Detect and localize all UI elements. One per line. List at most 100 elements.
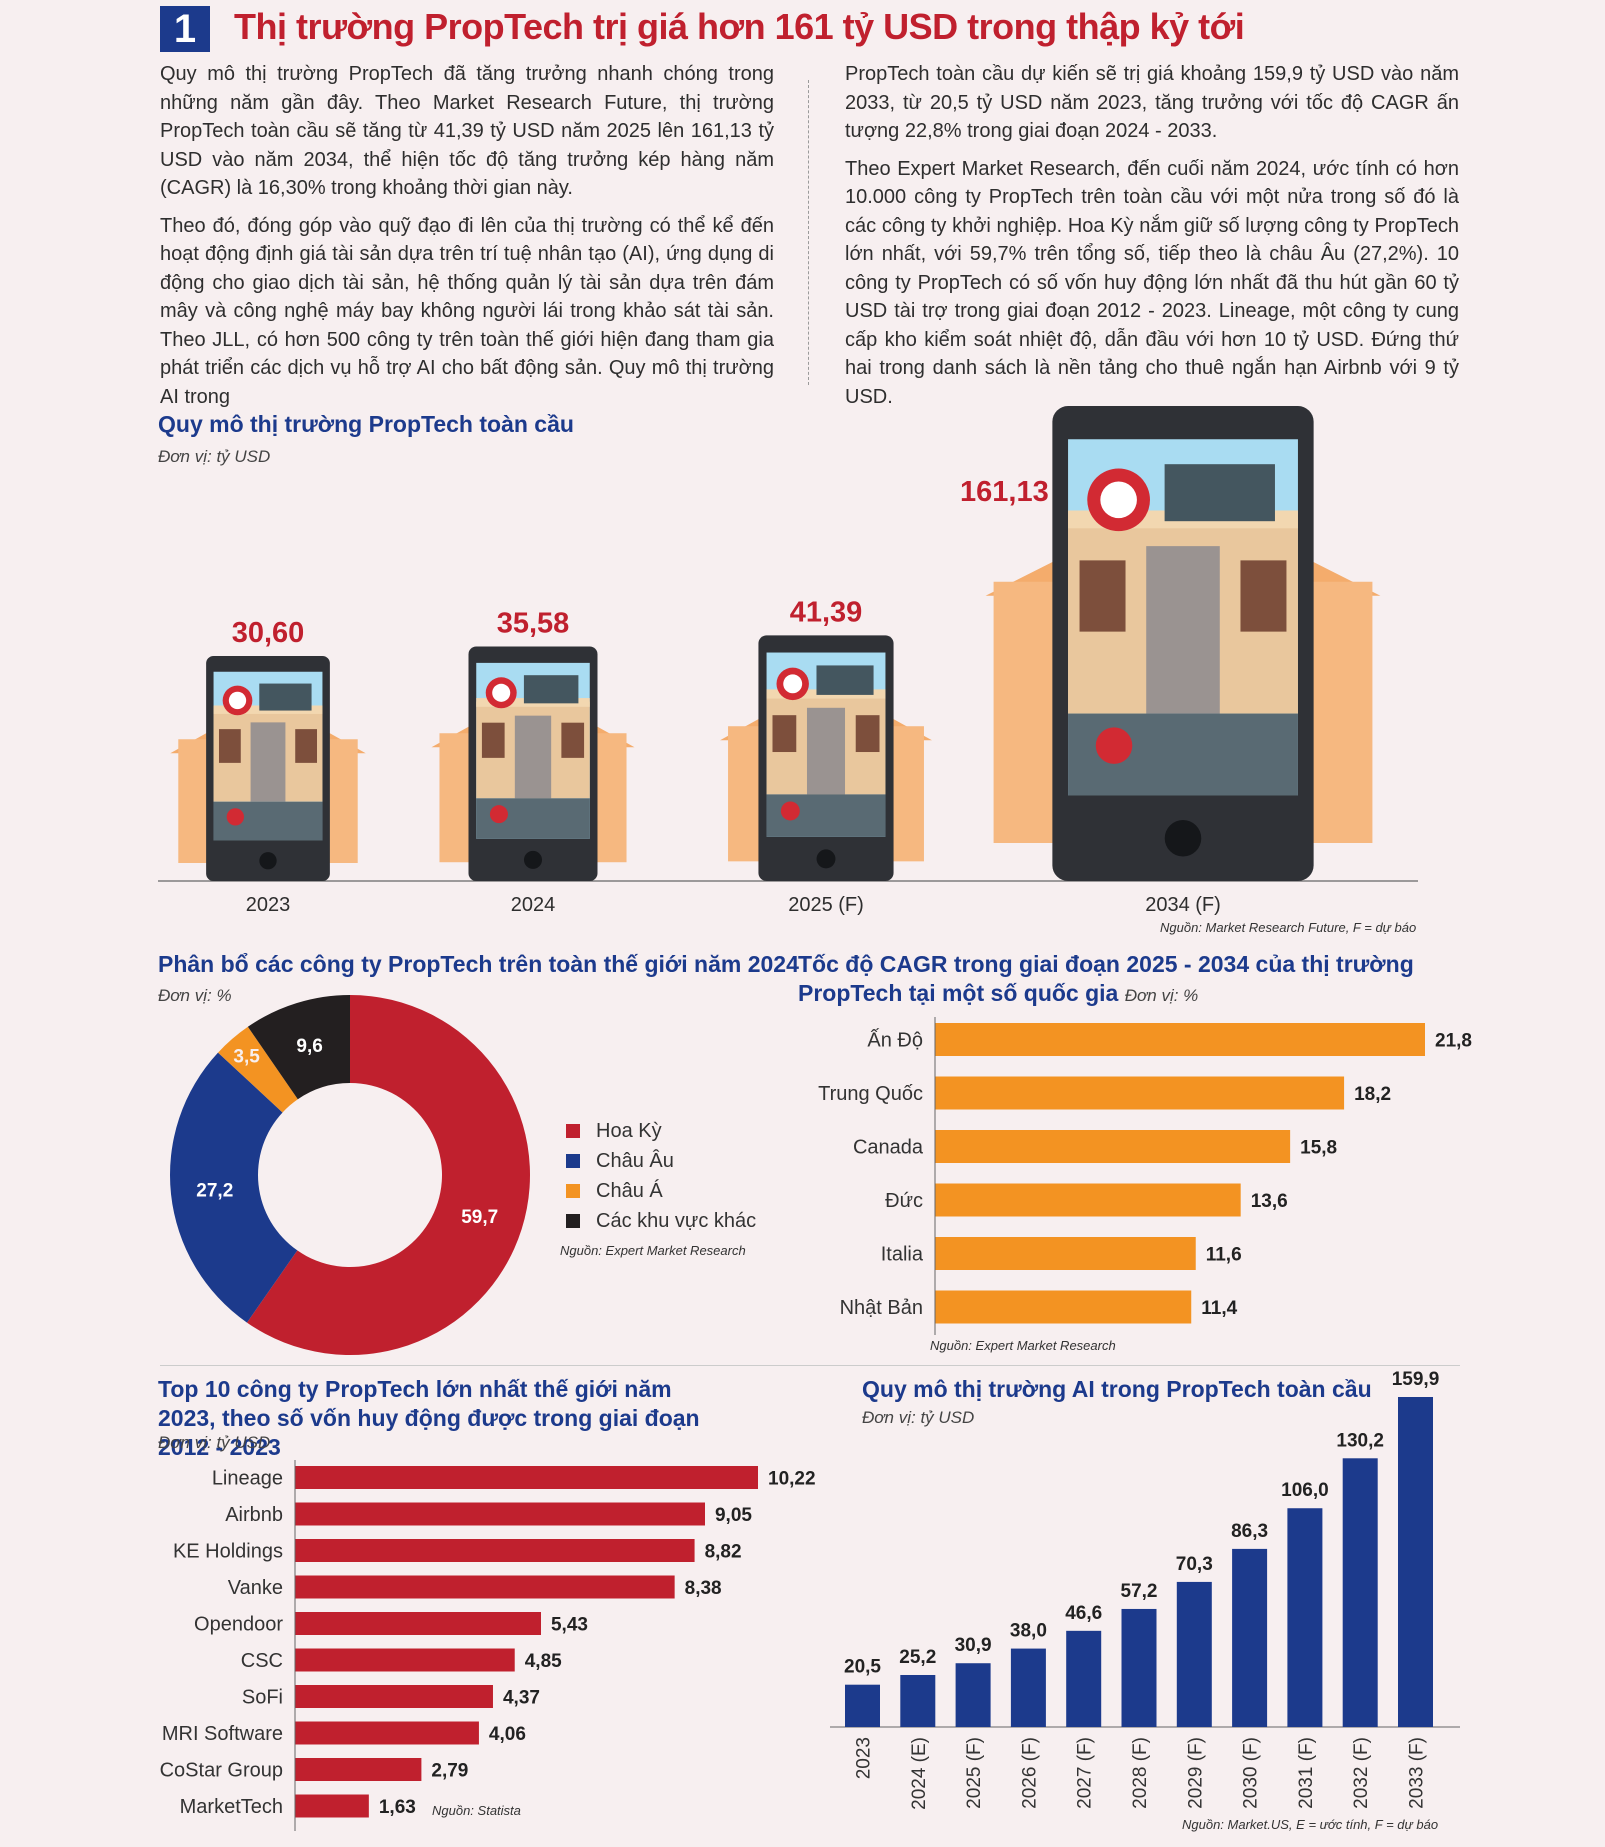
bar-value-label: 15,8 (1300, 1138, 1337, 1159)
bar (295, 1721, 479, 1745)
bar-value-label: 10,22 (768, 1469, 816, 1490)
bar-category-label: MRI Software (162, 1723, 283, 1745)
screen-door (1146, 546, 1220, 714)
message-bubble-icon (259, 683, 312, 711)
bar-category-label: Ấn Độ (867, 1029, 923, 1052)
chart-title-market-size: Quy mô thị trường PropTech toàn cầu (158, 411, 574, 437)
legend-swatch (566, 1124, 580, 1138)
legend-swatch (566, 1184, 580, 1198)
screen-window (772, 715, 797, 753)
message-bubble-icon (523, 675, 579, 704)
phone-home-button (523, 850, 543, 869)
donut-slice (247, 995, 350, 1100)
location-pin-center (492, 683, 511, 702)
bar-category-label: Airbnb (225, 1504, 283, 1526)
bar-value-label: 106,0 (1281, 1480, 1329, 1501)
chart-title-ai-market: Quy mô thị trường AI trong PropTech toàn… (862, 1376, 1372, 1402)
legend-item-other: Các khu vực khác (566, 1206, 756, 1236)
bar (935, 1183, 1241, 1217)
location-pin-icon (226, 808, 244, 826)
chart-title-top10: Top 10 công ty PropTech lớn nhất thế giớ… (158, 1376, 700, 1460)
bar-value-label: 86,3 (1231, 1521, 1268, 1542)
slice-value-label: 27,2 (196, 1180, 233, 1201)
bar-category-label: Đức (885, 1190, 923, 1212)
cagr-bar-chart: Ấn Độ 21,8 Trung Quốc 18,2 Canada 15,8 Đức 13,6… (818, 1017, 1472, 1335)
x-axis-label: 2024 (E) (909, 1737, 930, 1810)
bar-value-label: 4,06 (489, 1724, 526, 1745)
bar (295, 1794, 369, 1818)
x-axis-label: 2028 (F) (1130, 1737, 1151, 1809)
chart-title-cagr: Tốc độ CAGR trong giai đoạn 2025 - 2034 … (798, 951, 1414, 1006)
chart-source-cagr: Nguồn: Expert Market Research (930, 1338, 1116, 1353)
bar-value-label: 70,3 (1176, 1554, 1213, 1575)
screen-window (218, 729, 241, 763)
screen-door (250, 722, 286, 802)
x-axis-label: 2031 (F) (1296, 1737, 1317, 1809)
bar-category-label: Italia (881, 1244, 924, 1266)
chart-title-allocation: Phân bổ các công ty PropTech trên toàn t… (158, 951, 799, 977)
bar (295, 1539, 695, 1562)
x-axis-label: 2033 (F) (1407, 1737, 1428, 1809)
location-pin-center (228, 691, 247, 710)
bar (1342, 1458, 1378, 1727)
phone-home-button (259, 852, 277, 870)
bar (1232, 1548, 1268, 1727)
x-axis-label: 2024 (511, 894, 556, 916)
article-right-column: PropTech toàn cầu dự kiến sẽ trị giá kho… (845, 60, 1459, 420)
bar-category-label: Lineage (212, 1468, 283, 1490)
market-size-svg: 30,60 2023 35,58 2024 41,39 2025 (F) 161,13 203… (158, 406, 1418, 916)
bar (845, 1684, 880, 1727)
bar (295, 1758, 422, 1781)
bar-value-label: 4,85 (525, 1651, 562, 1672)
bar (1398, 1397, 1433, 1727)
bar (935, 1076, 1345, 1110)
bar-category-label: MarketTech (180, 1796, 283, 1818)
x-axis-label: 2025 (F) (964, 1737, 985, 1809)
x-axis-label: 2032 (F) (1351, 1737, 1372, 1809)
legend-item-europe: Châu Âu (566, 1146, 756, 1176)
bar (295, 1502, 705, 1526)
chart-unit-top10: Đơn vị: tỷ USD (158, 1433, 271, 1452)
chart-source-ai-market: Nguồn: Market.US, E = ước tính, F = dự b… (1182, 1817, 1439, 1832)
message-bubble-icon (1164, 464, 1275, 522)
donut-slice (218, 1026, 298, 1113)
bar-category-label: CoStar Group (160, 1760, 283, 1782)
bar-value-label: 11,6 (1206, 1245, 1242, 1266)
slice-value-label: 9,6 (296, 1036, 322, 1057)
bar (935, 1023, 1425, 1056)
screen-window (561, 722, 585, 758)
allocation-legend: Hoa Kỳ Châu Âu Châu Á Các khu vực khác (566, 1116, 756, 1236)
phone-house-icon (170, 656, 366, 881)
bar-value-label: 8,38 (685, 1578, 722, 1599)
page-title: Thị trường PropTech trị giá hơn 161 tỷ U… (234, 6, 1245, 47)
x-axis-label: 2023 (246, 894, 291, 916)
screen-window (855, 715, 880, 753)
phone-house-icon (431, 646, 635, 881)
bar-value-label: 11,4 (1201, 1298, 1237, 1319)
bar-category-label: CSC (241, 1650, 283, 1672)
bar-category-label: Vanke (228, 1577, 283, 1599)
ai-market-bar-chart: 20,5 2023 25,2 2024 (E) 30,9 2025 (F) 38,0 2026… (830, 1370, 1460, 1810)
bar (295, 1685, 493, 1708)
bar-value-label: 5,43 (551, 1615, 588, 1636)
location-pin-icon (489, 805, 508, 824)
legend-item-usa: Hoa Kỳ (566, 1116, 756, 1146)
bar (1010, 1648, 1046, 1727)
screen-door (806, 707, 846, 795)
bar (295, 1648, 515, 1672)
bar-value-label: 38,0 (1010, 1621, 1047, 1642)
bar-value-label: 1,63 (379, 1797, 416, 1818)
x-axis-label: 2025 (F) (788, 894, 864, 916)
market-size-chart: 30,60 2023 35,58 2024 41,39 2025 (F) 161,13 203… (158, 406, 1418, 946)
screen-window (295, 729, 318, 763)
bar (1287, 1508, 1323, 1727)
phone-house-icon (985, 406, 1381, 881)
bar-value-label: 30,9 (955, 1635, 992, 1656)
allocation-donut-chart: 59,7 27,2 3,5 9,6 (169, 995, 530, 1355)
chart-source-market-size: Nguồn: Market Research Future, F = dự bá… (1160, 920, 1417, 935)
value-label: 161,13 (960, 476, 1049, 508)
bar-value-label: 18,2 (1354, 1084, 1391, 1105)
x-axis-label: 2029 (F) (1185, 1737, 1206, 1809)
bar (900, 1674, 936, 1727)
x-axis-label: 2034 (F) (1145, 894, 1221, 916)
